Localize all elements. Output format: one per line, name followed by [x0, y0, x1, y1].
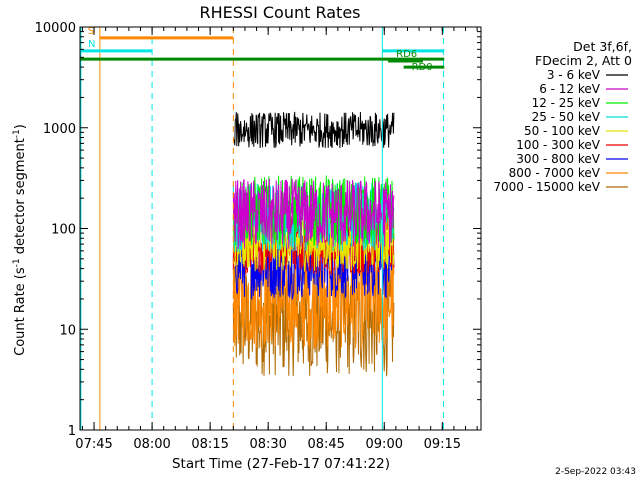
y-axis-label-exp1: -1 — [12, 258, 22, 267]
y-tick-label: 10000 — [35, 21, 76, 36]
y-axis-label-exp2: -1 — [12, 129, 22, 138]
legend-label: 3 - 6 keV — [547, 68, 601, 82]
legend-label: 7000 - 15000 keV — [493, 180, 600, 194]
legend-label: 6 - 12 keV — [539, 82, 601, 96]
x-axis-ticks: 07:45 08:00 08:15 08:30 08:45 09:00 09:15 — [75, 27, 478, 452]
flag-label: RD6 — [396, 49, 417, 60]
flag-label: S — [88, 26, 94, 37]
flag-bars: SN RD6 RD0 — [80, 26, 445, 73]
x-tick-label: 08:00 — [133, 437, 170, 452]
chart-title: RHESSI Count Rates — [200, 3, 361, 22]
y-axis-label-main: Count Rate (s — [13, 267, 28, 356]
x-tick-label: 07:45 — [75, 437, 112, 452]
y-tick-label: 1 — [68, 424, 76, 439]
x-tick-label: 09:00 — [366, 437, 403, 452]
legend-label: 800 - 7000 keV — [509, 166, 601, 180]
y-tick-label: 1000 — [43, 122, 76, 137]
series-line — [232, 175, 395, 247]
footer-date: 2-Sep-2022 03:43 — [555, 467, 636, 477]
flag-label: RD0 — [412, 62, 433, 73]
series-line — [232, 178, 395, 249]
legend-label: 50 - 100 keV — [524, 124, 601, 138]
y-tick-label: 100 — [51, 223, 76, 238]
legend-label: 300 - 800 keV — [516, 152, 600, 166]
flag-label: N — [88, 39, 95, 50]
x-axis-label: Start Time (27-Feb-17 07:41:22) — [172, 456, 390, 472]
legend-header-1: Det 3f,6f, — [573, 39, 632, 54]
series-line — [233, 111, 395, 149]
y-tick-label: 10 — [59, 323, 76, 338]
legend-label: 25 - 50 keV — [532, 110, 601, 124]
x-tick-label: 08:45 — [307, 437, 344, 452]
y-axis-ticks: 1 10 100 1000 10000 — [35, 21, 481, 439]
x-tick-label: 09:15 — [424, 437, 461, 452]
x-tick-label: 08:30 — [249, 437, 286, 452]
legend-label: 12 - 25 keV — [532, 96, 601, 110]
y-axis-label-rest: detector segment — [13, 138, 28, 258]
legend-label: 100 - 300 keV — [516, 138, 600, 152]
legend-header-2: FDecim 2, Att 0 — [535, 53, 632, 68]
series-layer — [232, 111, 395, 377]
y-axis-label: Count Rate (s-1 detector segment-1) — [12, 124, 28, 356]
x-tick-label: 08:15 — [191, 437, 228, 452]
y-axis-label-close: ) — [13, 124, 28, 129]
